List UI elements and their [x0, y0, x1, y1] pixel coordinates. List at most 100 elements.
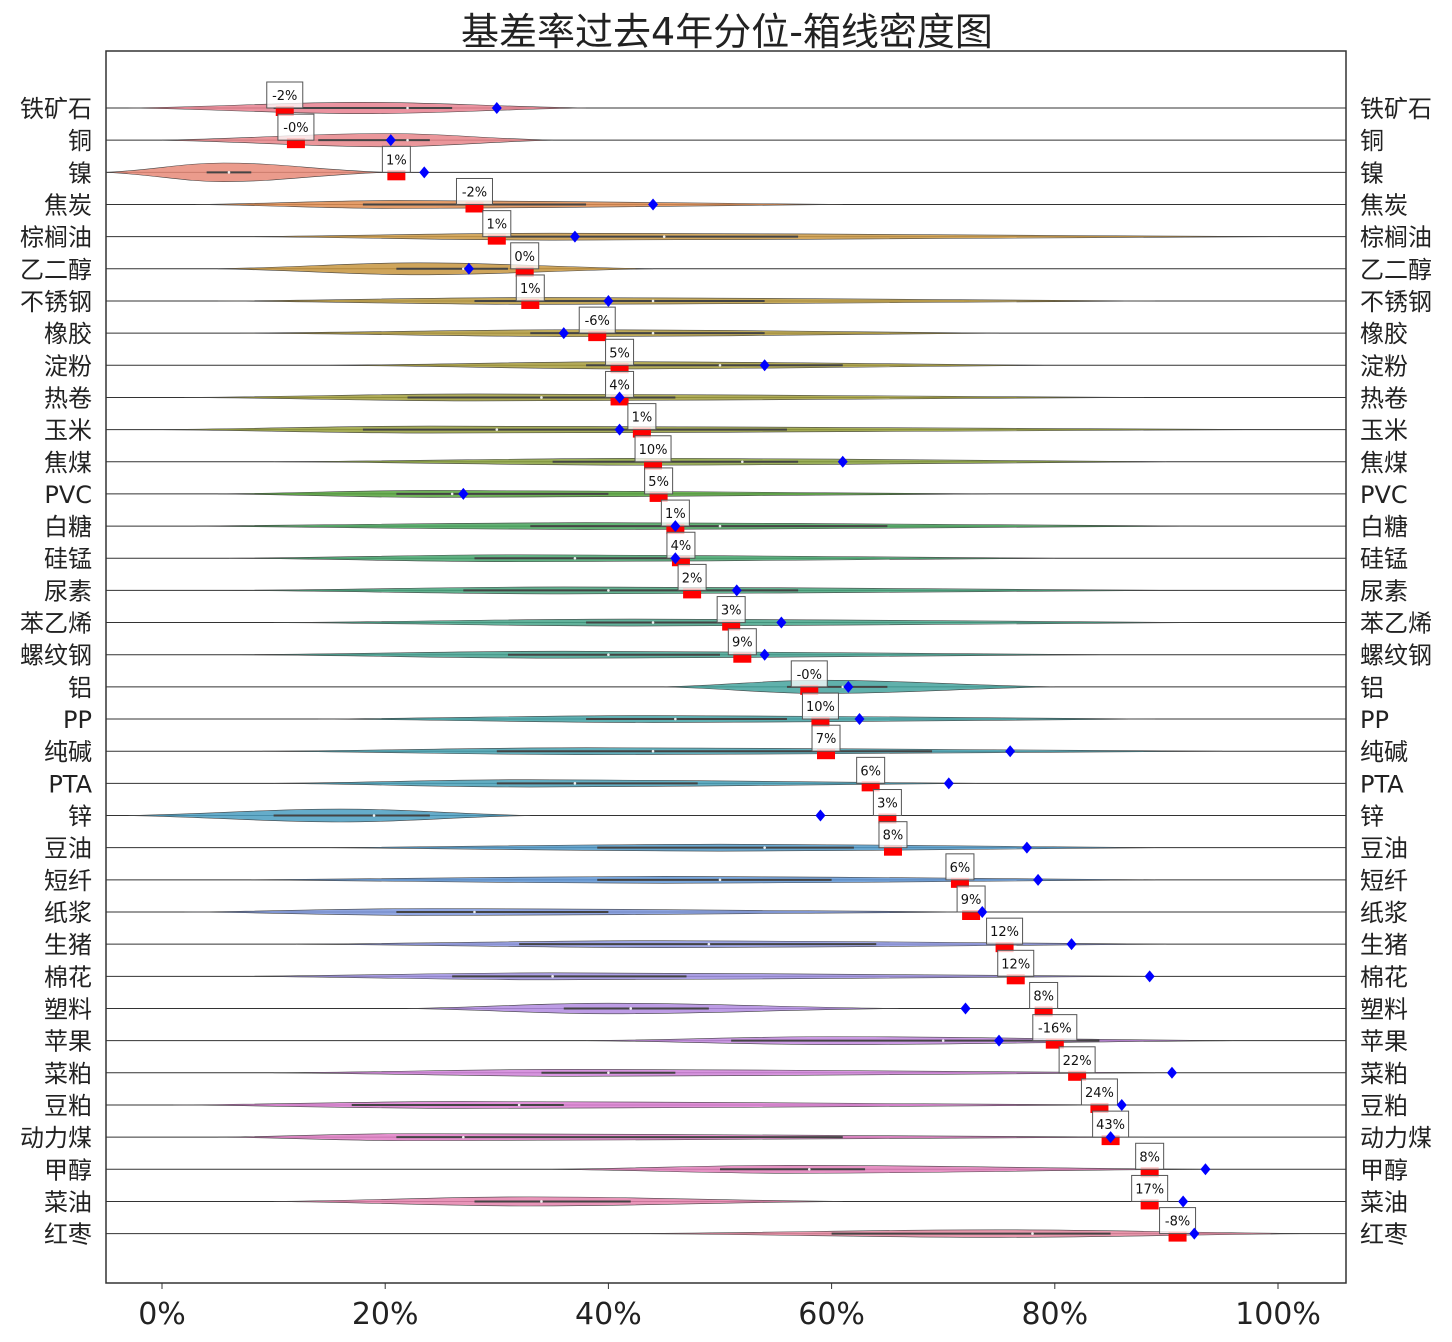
violin-row: 5% PVC PVC [44, 467, 1408, 509]
violin-median [450, 492, 454, 496]
violin-row: 0% 乙二醇 乙二醇 [20, 242, 1432, 284]
current-label-box [856, 756, 886, 784]
violin-row: -8% 红枣 红枣 [44, 1207, 1408, 1249]
current-marker [817, 749, 836, 760]
current-label: -8% [1165, 1215, 1190, 1230]
current-label: 12% [990, 925, 1019, 940]
y-label-right: 乙二醇 [1360, 256, 1432, 284]
y-label-right: 菜油 [1360, 1188, 1408, 1216]
y-label-right: 焦煤 [1360, 449, 1408, 477]
y-label-right: 淀粉 [1360, 352, 1408, 380]
violin-row: 2% 尿素 尿素 [44, 563, 1408, 605]
current-label: 8% [883, 829, 904, 844]
current-marker [632, 427, 651, 438]
reference-diamond [419, 166, 430, 179]
current-label: 4% [609, 378, 630, 393]
y-label-right: 铁矿石 [1360, 95, 1432, 123]
violin-median [462, 267, 465, 271]
current-marker [861, 781, 880, 792]
reference-diamond [1066, 938, 1077, 951]
current-marker [588, 331, 607, 342]
y-label-right: 苹果 [1360, 1028, 1408, 1056]
reference-diamond [759, 648, 770, 661]
reference-diamond [670, 552, 681, 565]
reference-diamond [854, 713, 865, 726]
violin-median [573, 556, 577, 560]
current-label: 1% [486, 218, 507, 233]
reference-diamond [731, 584, 742, 597]
violin-median [540, 1200, 543, 1203]
y-label-left: 塑料 [44, 995, 92, 1023]
violin-rows: -2% 铁矿石 铁矿石 -0% 铜 铜 1% 镍 镍 -2% 焦炭 焦炭 1% 棕榈油 棕榈油 0% 乙二醇 乙二… [20, 81, 1432, 1249]
current-label-box [1131, 1174, 1169, 1202]
current-label: -0% [797, 668, 822, 683]
current-label-box [381, 145, 411, 173]
current-label-box [627, 403, 657, 431]
y-label-right: 纯碱 [1360, 738, 1408, 766]
y-label-left: 不锈钢 [20, 288, 92, 316]
current-label: 4% [671, 539, 692, 554]
reference-diamond [1005, 745, 1016, 758]
violin-median [651, 621, 655, 624]
current-label: -16% [1038, 1022, 1072, 1037]
reference-diamond [943, 777, 954, 790]
current-label: -2% [272, 89, 297, 104]
current-label: -2% [462, 185, 487, 200]
y-label-right: 塑料 [1360, 995, 1408, 1023]
violin-row: 1% 白糖 白糖 [44, 499, 1408, 541]
violin-row: 24% 豆粕 豆粕 [44, 1078, 1408, 1120]
y-label-left: 豆粕 [44, 1092, 92, 1120]
reference-diamond [1144, 970, 1155, 983]
y-label-left: 铁矿石 [20, 95, 92, 123]
current-label: 9% [732, 636, 753, 651]
plot-frame [105, 50, 1347, 1284]
current-label-box [455, 177, 493, 205]
violin-row: 12% 生猪 生猪 [44, 917, 1408, 959]
current-marker [811, 717, 830, 728]
y-label-left: 红枣 [44, 1221, 92, 1249]
y-label-right: 棕榈油 [1360, 224, 1432, 252]
violin-median [495, 428, 499, 431]
y-label-left: 甲醇 [44, 1156, 92, 1184]
y-label-left: 动力煤 [20, 1124, 92, 1152]
y-label-right: 豆粕 [1360, 1092, 1408, 1120]
current-label-box [872, 789, 902, 817]
violin-row: -2% 焦炭 焦炭 [44, 177, 1408, 219]
y-label-right: 玉米 [1360, 417, 1408, 445]
current-marker [733, 652, 752, 663]
reference-diamond [960, 1002, 971, 1015]
y-label-right: 不锈钢 [1360, 288, 1432, 316]
y-label-left: 棕榈油 [20, 224, 92, 252]
violin-median [1031, 1232, 1034, 1235]
reference-diamond [385, 134, 396, 147]
current-label: 22% [1063, 1054, 1092, 1069]
y-label-left: 淀粉 [44, 352, 92, 380]
y-label-right: 短纤 [1360, 867, 1408, 895]
y-label-left: 镍 [68, 159, 92, 187]
current-label: 6% [860, 764, 881, 779]
violin-median [651, 331, 655, 335]
y-label-left: 尿素 [44, 577, 92, 605]
current-label: 0% [514, 250, 535, 265]
y-label-right: PP [1360, 706, 1389, 734]
reference-diamond [1200, 1163, 1211, 1176]
current-label-box [1058, 1046, 1096, 1074]
y-label-left: PP [63, 706, 92, 734]
reference-diamond [977, 906, 988, 918]
reference-diamond [670, 520, 681, 533]
reference-diamond [815, 809, 826, 822]
violin-median [651, 749, 655, 753]
current-label-box [727, 628, 757, 656]
violin-median [629, 1007, 633, 1010]
violin-row: 4% 硅锰 硅锰 [44, 531, 1408, 573]
y-label-left: 焦炭 [44, 191, 92, 219]
y-label-left: 乙二醇 [20, 256, 92, 284]
y-label-right: 甲醇 [1360, 1156, 1408, 1184]
current-label-box [605, 338, 635, 366]
y-label-left: PVC [44, 481, 92, 509]
current-label-box [634, 435, 672, 463]
violin-row: 9% 螺纹钢 螺纹钢 [20, 628, 1432, 670]
reference-diamond [558, 327, 569, 340]
current-label: 10% [639, 443, 668, 458]
y-label-left: 豆油 [44, 835, 92, 863]
